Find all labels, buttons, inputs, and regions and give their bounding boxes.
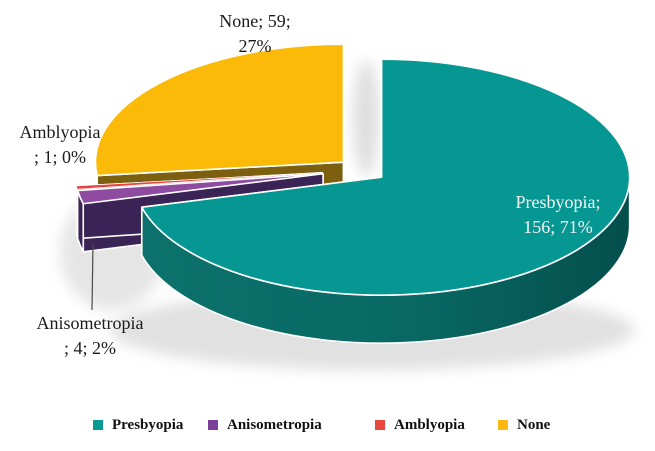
data-label-none: None; 59; 27% [173,9,337,59]
data-label-presbyopia-line1: Presbyopia; [515,192,601,212]
anisometropia-leader-line [91,242,94,311]
data-label-presbyopia: Presbyopia; 156; 71% [476,190,640,240]
data-label-none-line2: 27% [238,36,272,56]
data-label-none-line1: None; 59; [219,11,291,31]
slice-none-top-face [94,43,345,177]
legend-item-presbyopia: Presbyopia [93,414,183,436]
data-label-presbyopia-line2: 156; 71% [523,217,593,237]
slice-presbyopia-top-face [140,58,631,297]
legend-swatch-none-icon [498,420,508,430]
data-label-amblyopia-line2: ; 1; 0% [34,147,86,167]
data-label-anisometropia-line1: Anisometropia [36,313,144,333]
legend-label-amblyopia: Amblyopia [394,417,465,433]
slice-anisometropia-top-face [76,172,324,205]
chart-legend: Presbyopia Anisometropia Amblyopia None [0,414,655,440]
legend-item-amblyopia: Amblyopia [375,414,465,436]
legend-label-none: None [517,417,551,433]
slice-amblyopia-top-face [75,172,324,190]
legend-swatch-anisometropia-icon [208,420,218,430]
legend-swatch-amblyopia-icon [375,420,385,430]
legend-item-none: None [498,414,550,436]
legend-label-presbyopia: Presbyopia [112,417,184,433]
data-label-anisometropia: Anisometropia ; 4; 2% [8,311,172,361]
pie-slice-presbyopia [140,58,631,345]
legend-label-anisometropia: Anisometropia [227,417,322,433]
data-label-amblyopia: Amblyopia ; 1; 0% [0,120,120,170]
data-label-anisometropia-line2: ; 4; 2% [64,338,116,358]
data-label-amblyopia-line1: Amblyopia [19,122,101,142]
legend-item-anisometropia: Anisometropia [208,414,322,436]
legend-swatch-presbyopia-icon [93,420,103,430]
